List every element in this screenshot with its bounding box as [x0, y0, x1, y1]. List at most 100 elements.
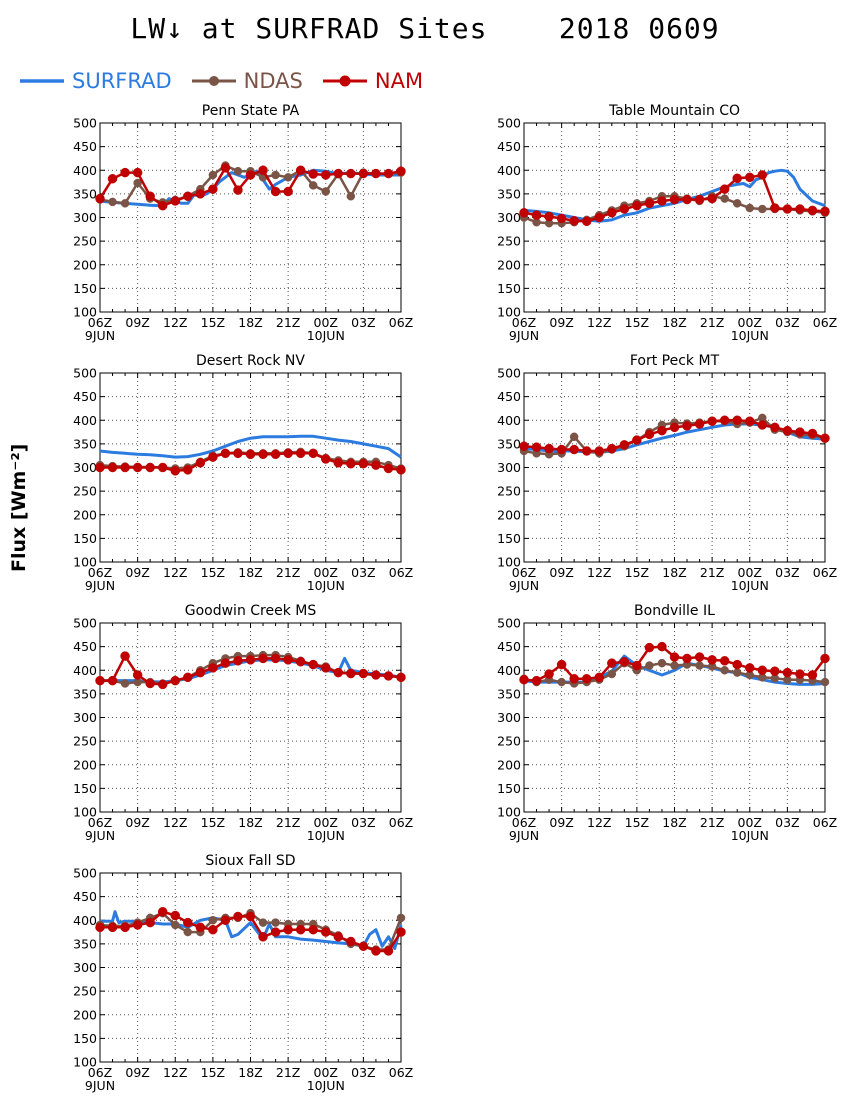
legend-swatch-nam — [322, 75, 367, 87]
x-date-label: 9JUN — [509, 828, 539, 843]
data-point-ndas — [308, 181, 318, 190]
data-point-nam — [607, 658, 617, 668]
data-point-nam — [371, 168, 381, 179]
series-nam — [95, 163, 406, 211]
y-tick-label: 500 — [73, 116, 97, 131]
x-tick-label: 12Z — [163, 1065, 187, 1080]
data-point-ndas — [208, 916, 218, 925]
series-nam — [95, 651, 406, 690]
series-line-surfrad — [99, 434, 402, 459]
legend-entry-nam: NAM — [321, 69, 423, 93]
grid — [100, 873, 401, 1062]
data-point-nam — [569, 216, 579, 226]
data-point-nam — [745, 172, 755, 183]
panel-title: Sioux Fall SD — [205, 853, 295, 869]
x-tick-label: 15Z — [625, 315, 649, 330]
data-point-nam — [195, 458, 206, 468]
data-point-nam — [333, 458, 344, 468]
x-tick-label: 03Z — [351, 315, 375, 330]
data-point-nam — [531, 442, 542, 452]
data-point-ndas — [820, 677, 830, 687]
data-point-nam — [619, 440, 630, 450]
data-point-nam — [157, 200, 168, 211]
y-tick-label: 350 — [497, 186, 521, 201]
data-point-nam — [308, 448, 318, 459]
data-point-nam — [531, 675, 542, 686]
x-date-label: 10JUN — [731, 828, 769, 843]
x-tick-label: 09Z — [125, 1065, 149, 1080]
data-point-nam — [757, 420, 768, 430]
data-point-nam — [358, 668, 369, 679]
data-point-nam — [145, 191, 155, 201]
data-point-ndas — [732, 668, 742, 677]
y-tick-label: 300 — [497, 710, 521, 725]
data-point-nam — [807, 205, 818, 216]
y-tick-label: 100 — [73, 805, 97, 820]
y-tick-label: 150 — [73, 781, 97, 796]
x-tick-label: 03Z — [775, 315, 799, 330]
data-point-nam — [657, 641, 667, 652]
x-tick-label: 12Z — [587, 315, 611, 330]
y-tick-label: 200 — [73, 757, 97, 772]
data-point-nam — [396, 465, 406, 475]
y-tick-label: 250 — [73, 734, 97, 749]
data-point-nam — [820, 206, 830, 217]
data-point-nam — [157, 462, 168, 473]
data-point-nam — [295, 924, 306, 935]
data-point-nam — [782, 425, 793, 436]
x-tick-label: 15Z — [625, 815, 649, 830]
data-point-ndas — [720, 666, 729, 675]
y-tick-label: 100 — [497, 555, 521, 570]
series-nam — [519, 415, 830, 456]
x-date-label: 10JUN — [731, 578, 769, 593]
x-tick-label: 18Z — [238, 1065, 262, 1080]
x-tick-label: 18Z — [238, 565, 262, 580]
x-tick-label: 00Z — [314, 315, 338, 330]
x-tick-label: 18Z — [238, 315, 262, 330]
y-tick-label: 350 — [73, 686, 97, 701]
data-point-nam — [594, 446, 604, 456]
series-nam — [95, 448, 406, 476]
panel-table-mountain-co: Table Mountain CO 100 150 200 250 300 350 400 45… — [497, 103, 837, 343]
x-tick-label: 03Z — [351, 565, 375, 580]
data-point-nam — [233, 185, 243, 195]
data-point-nam — [157, 679, 168, 690]
data-point-nam — [333, 932, 344, 942]
data-point-ndas — [645, 661, 654, 670]
data-point-nam — [632, 435, 642, 445]
data-point-nam — [120, 462, 130, 473]
y-tick-label: 300 — [497, 210, 521, 225]
data-point-nam — [145, 678, 155, 689]
y-tick-label: 450 — [73, 139, 97, 154]
data-point-ndas — [732, 199, 742, 208]
x-tick-label: 03Z — [351, 815, 375, 830]
y-tick-label: 450 — [497, 139, 521, 154]
x-tick-label: 00Z — [314, 565, 338, 580]
data-point-nam — [346, 936, 356, 947]
data-point-nam — [170, 910, 180, 921]
data-point-nam — [95, 675, 105, 686]
data-point-nam — [544, 211, 554, 222]
y-tick-label: 400 — [497, 663, 521, 678]
data-point-nam — [107, 462, 118, 473]
data-point-nam — [270, 449, 281, 460]
data-point-nam — [245, 911, 256, 922]
y-tick-label: 300 — [73, 210, 97, 225]
data-point-nam — [258, 653, 268, 664]
data-point-nam — [694, 652, 705, 662]
x-tick-label: 06Z — [389, 565, 413, 580]
data-point-ndas — [557, 677, 566, 687]
data-point-nam — [719, 656, 730, 666]
data-point-nam — [233, 448, 243, 459]
data-point-nam — [145, 917, 155, 928]
data-point-ndas — [183, 927, 193, 937]
data-point-ndas — [133, 178, 142, 188]
x-tick-label: 06Z — [813, 815, 837, 830]
y-tick-label: 500 — [73, 366, 97, 381]
y-tick-label: 450 — [497, 389, 521, 404]
data-point-nam — [308, 924, 318, 935]
y-tick-label: 150 — [73, 281, 97, 296]
data-point-nam — [707, 193, 717, 204]
x-tick-label: 00Z — [738, 815, 762, 830]
x-tick-label: 09Z — [549, 815, 573, 830]
